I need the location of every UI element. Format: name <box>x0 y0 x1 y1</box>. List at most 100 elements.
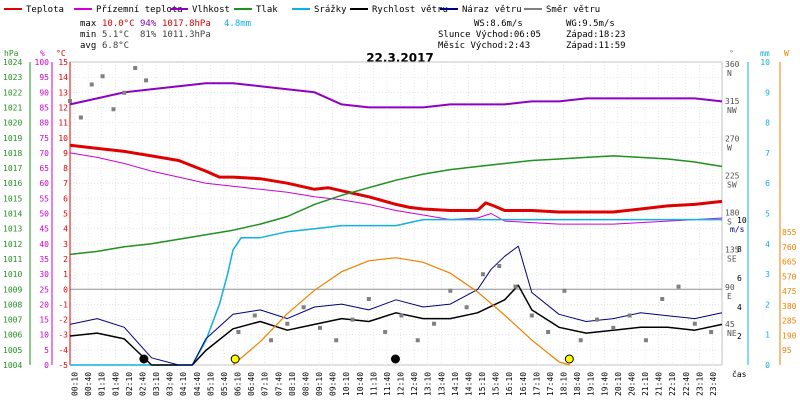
percent-tick: 55 <box>39 194 49 203</box>
x-tick: 14:40 <box>464 372 473 396</box>
x-tick: 17:40 <box>546 372 555 396</box>
wind-dir-point <box>643 338 648 343</box>
percent-tick: 80 <box>39 119 49 128</box>
ms-unit: m/s <box>730 225 745 234</box>
ms-tick: 4 <box>737 303 742 312</box>
ms-tick: 2 <box>737 332 742 341</box>
sun-rise-marker <box>230 354 240 364</box>
mm-tick: 2 <box>765 300 770 309</box>
dir-tick-deg: 135 <box>725 246 740 255</box>
wm2-tick: 285 <box>782 317 797 326</box>
x-tick: 23:40 <box>709 372 718 396</box>
percent-tick: 35 <box>39 255 49 264</box>
mm-tick: 10 <box>760 58 770 67</box>
dir-tick-deg: 315 <box>725 97 740 106</box>
x-tick: 15:10 <box>478 372 487 396</box>
stat-max-press: 1017.8hPa <box>162 19 211 29</box>
mm-tick: 3 <box>765 270 770 279</box>
celsius-tick: 10 <box>58 134 68 143</box>
hpa-tick: 1009 <box>3 285 22 294</box>
x-tick: 12:10 <box>397 372 406 396</box>
x-tick: 22:10 <box>668 372 677 396</box>
wm2-tick: 760 <box>782 243 797 252</box>
celsius-tick: 2 <box>63 255 68 264</box>
stat-avg-label: avg <box>80 41 96 51</box>
percent-tick: 50 <box>39 210 49 219</box>
x-tick: 08:40 <box>301 372 310 396</box>
stat-ws: WS:8.6m/s <box>474 19 523 29</box>
series-line-0 <box>69 143 723 214</box>
moon-rise-marker <box>139 354 149 364</box>
moon-set: Západ:11:59 <box>566 41 626 51</box>
x-tick: 00:40 <box>84 372 93 396</box>
wind-dir-point <box>611 325 616 330</box>
x-tick: 19:10 <box>587 372 596 396</box>
dir-tick-label: E <box>727 292 732 301</box>
legend-label-2: Vlhkost <box>192 5 230 15</box>
mm-tick: 5 <box>765 210 770 219</box>
hpa-tick: 1021 <box>3 103 22 112</box>
ms-tick: 8 <box>737 245 742 254</box>
x-tick: 01:40 <box>111 372 120 396</box>
series-line-6 <box>69 245 723 366</box>
dir-tick-deg: 270 <box>725 134 740 143</box>
x-tick: 02:10 <box>125 372 134 396</box>
wind-dir-point <box>334 338 339 343</box>
dir-tick-deg: 90 <box>725 283 735 292</box>
x-tick: 05:40 <box>220 372 229 396</box>
dir-tick-deg: 225 <box>725 171 740 180</box>
celsius-tick: 4 <box>63 225 68 234</box>
x-axis-label: čas <box>732 369 747 379</box>
wind-dir-point <box>529 313 534 318</box>
x-tick: 12:40 <box>410 372 419 396</box>
hpa-tick: 1006 <box>3 331 22 340</box>
sun-set-marker <box>564 354 574 364</box>
x-tick: 06:40 <box>247 372 256 396</box>
legend-label-3: Tlak <box>256 5 278 15</box>
wind-dir-point <box>415 338 420 343</box>
wind-dir-point <box>285 321 290 326</box>
wind-dir-point <box>595 317 600 322</box>
x-tick: 13:40 <box>437 372 446 396</box>
celsius-tick: -5 <box>58 361 68 370</box>
hpa-tick: 1012 <box>3 240 22 249</box>
hpa-tick: 1019 <box>3 134 22 143</box>
series-layer <box>68 66 723 366</box>
legend-label-1: Přízemní teplota <box>96 5 183 15</box>
celsius-tick: 7 <box>63 179 68 188</box>
x-tick: 11:40 <box>383 372 392 396</box>
wind-dir-point <box>383 330 388 334</box>
celsius-tick: 6 <box>63 194 68 203</box>
celsius-tick: 0 <box>63 285 68 294</box>
percent-tick: 85 <box>39 103 49 112</box>
mm-tick: 1 <box>765 331 770 340</box>
percent-tick: 100 <box>35 58 50 67</box>
mm-tick: 9 <box>765 88 770 97</box>
wind-dir-point <box>432 321 437 326</box>
percent-tick: 5 <box>44 346 49 355</box>
wind-dir-point <box>513 284 518 289</box>
series-line-3 <box>69 155 723 256</box>
dir-tick-label: SE <box>727 255 737 264</box>
stat-max-hum: 94% <box>140 19 157 29</box>
hpa-tick: 1016 <box>3 179 22 188</box>
mm-tick: 6 <box>765 179 770 188</box>
x-tick: 16:40 <box>519 372 528 396</box>
hpa-tick: 1011 <box>3 255 22 264</box>
percent-tick: 30 <box>39 270 49 279</box>
wind-dir-point <box>350 317 355 322</box>
x-tick: 14:10 <box>451 372 460 396</box>
right-axes: 360N315NW270W225SW180S135SE90E45NE109876… <box>725 58 797 370</box>
x-tick: 07:10 <box>261 372 270 396</box>
wm2-unit: W <box>784 49 789 58</box>
stat-max-label: max <box>80 19 97 29</box>
ms-tick: 6 <box>737 274 742 283</box>
wind-dir-point <box>497 264 502 268</box>
x-tick: 04:10 <box>179 372 188 396</box>
wind-dir-point <box>546 330 551 334</box>
wind-dir-point <box>464 305 469 310</box>
hpa-tick: 1008 <box>3 300 22 309</box>
wind-dir-point <box>144 78 149 83</box>
x-tick: 16:10 <box>505 372 514 396</box>
